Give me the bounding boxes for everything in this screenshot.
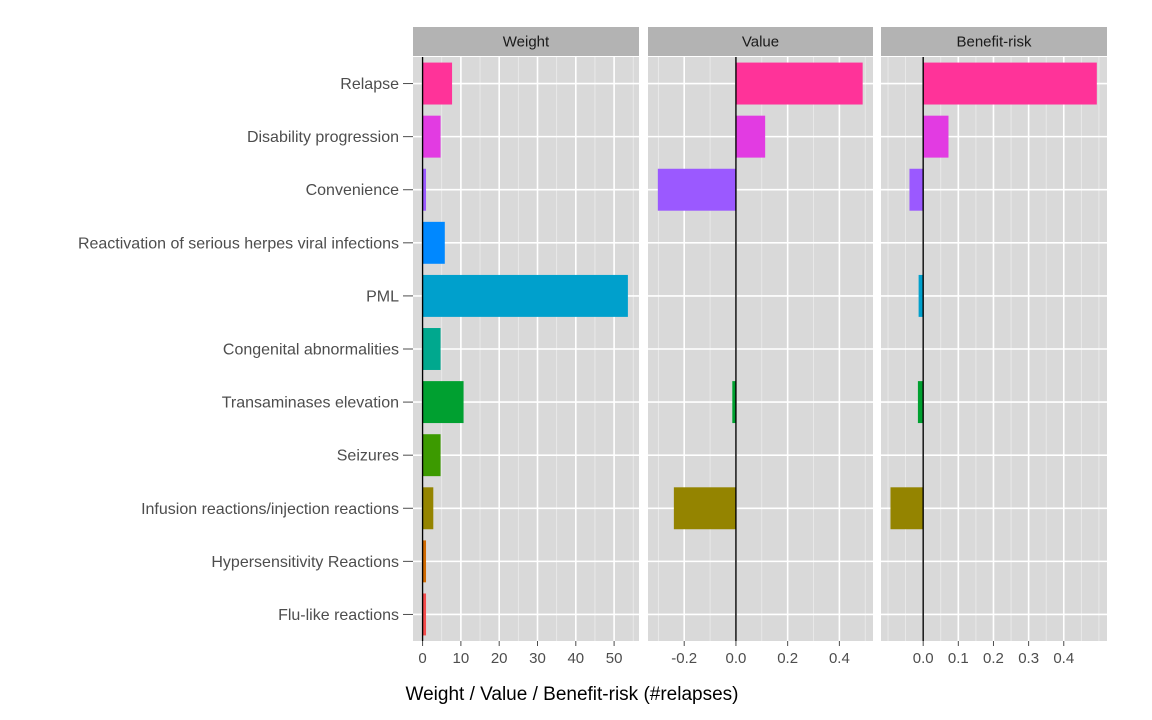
bar-flu-like-reactions	[422, 593, 427, 636]
x-tick-label: -0.2	[671, 650, 697, 667]
y-tick-label: Infusion reactions/injection reactions	[141, 501, 399, 518]
bar-convenience	[422, 168, 427, 211]
bar-hypersensitivity-reactions	[422, 540, 427, 583]
bar-congenital-abnormalities	[422, 328, 441, 370]
x-tick-label: 30	[529, 650, 546, 667]
x-tick-label: 0.0	[913, 650, 934, 667]
bar-infusion-reactions-injection-reactions	[673, 487, 736, 530]
y-tick-label: Transaminases elevation	[222, 395, 399, 412]
bar-infusion-reactions-injection-reactions	[890, 487, 924, 530]
panel-benefit-risk: Benefit-risk 0.0 0.1 0.2 0.3 0.4	[881, 27, 1107, 667]
facet-strip-label: Value	[742, 34, 779, 51]
y-tick-label: Seizures	[337, 448, 399, 465]
x-tick-label: 50	[606, 650, 623, 667]
y-tick-label: Reactivation of serious herpes viral inf…	[78, 235, 399, 252]
facet-strip	[881, 27, 1107, 56]
bar-disability-progression	[923, 115, 949, 158]
bar-transaminases-elevation	[732, 381, 736, 424]
bar-convenience	[909, 168, 924, 211]
bar-disability-progression	[422, 115, 441, 158]
y-tick-label: Disability progression	[247, 129, 399, 146]
x-tick-label: 0.1	[948, 650, 969, 667]
bar-disability-progression	[735, 115, 766, 158]
x-tick-label: 0	[418, 650, 426, 667]
bar-relapse	[422, 62, 453, 105]
bar-infusion-reactions-injection-reactions	[422, 487, 434, 530]
bar-convenience	[657, 168, 736, 211]
bar-relapse	[923, 62, 1097, 105]
bar-transaminases-elevation	[917, 381, 924, 424]
x-tick-label: 40	[567, 650, 584, 667]
facet-strip-label: Weight	[503, 34, 550, 51]
y-axis-labels: Relapse Disability progression Convenience…	[78, 76, 413, 624]
x-tick-label: 0.0	[726, 650, 747, 667]
x-axis-title: Weight / Value / Benefit-risk (#relapses…	[406, 684, 739, 705]
x-tick-label: 20	[491, 650, 508, 667]
x-tick-label: 0.4	[829, 650, 850, 667]
x-tick-label: 0.2	[777, 650, 798, 667]
x-tick-label: 0.4	[1053, 650, 1074, 667]
y-tick-label: Convenience	[306, 182, 400, 199]
y-tick-label: Relapse	[340, 76, 399, 93]
bar-pml	[422, 274, 628, 317]
panel-value: Value -0.2 0.0 0.2 0.4	[648, 27, 873, 667]
facet-strip	[413, 27, 639, 56]
facet-strip-label: Benefit-risk	[956, 34, 1032, 51]
bar-relapse	[735, 62, 863, 105]
x-tick-label: 10	[453, 650, 470, 667]
panel-weight: Weight 0 10 20 30 40 50	[413, 27, 639, 667]
y-tick-label: Congenital abnormalities	[223, 342, 399, 359]
y-tick-label: Hypersensitivity Reactions	[211, 554, 399, 571]
y-tick-label: Flu-like reactions	[278, 607, 399, 624]
bar-reactivation-of-serious-herpes-viral-infections	[422, 221, 445, 264]
x-tick-label: 0.3	[1018, 650, 1039, 667]
bar-transaminases-elevation	[422, 381, 464, 424]
x-tick-label: 0.2	[983, 650, 1004, 667]
facet-strip	[648, 27, 873, 56]
bar-seizures	[422, 434, 441, 477]
y-tick-label: PML	[366, 288, 399, 305]
bar-pml	[918, 274, 924, 317]
